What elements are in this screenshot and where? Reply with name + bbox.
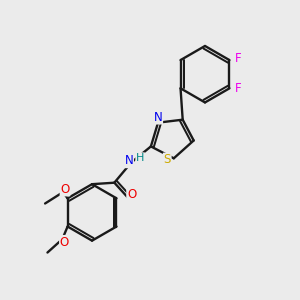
Text: O: O — [60, 183, 70, 196]
Text: O: O — [127, 188, 136, 201]
Text: F: F — [234, 52, 241, 65]
Text: H: H — [136, 153, 144, 163]
Text: N: N — [124, 154, 133, 167]
Text: N: N — [154, 111, 162, 124]
Text: S: S — [164, 153, 171, 166]
Text: O: O — [60, 236, 69, 249]
Text: F: F — [234, 82, 241, 95]
